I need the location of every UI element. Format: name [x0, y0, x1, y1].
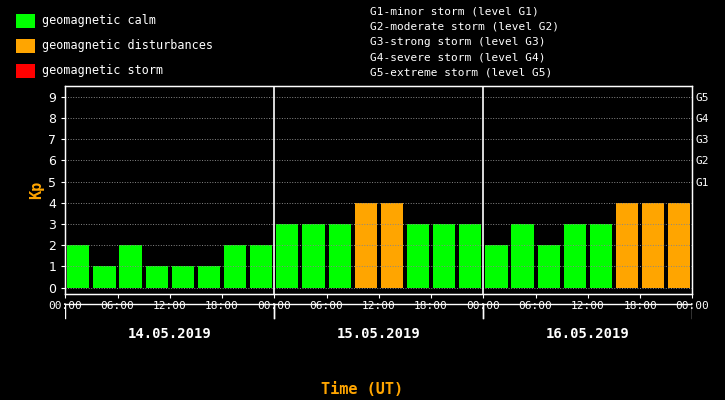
Bar — [537, 245, 560, 288]
Bar — [250, 245, 273, 288]
Bar — [328, 224, 351, 288]
Text: G4-severe storm (level G4): G4-severe storm (level G4) — [370, 52, 545, 62]
Bar — [94, 266, 115, 288]
Text: 14.05.2019: 14.05.2019 — [128, 328, 212, 342]
Y-axis label: Kp: Kp — [29, 181, 44, 199]
Text: G2-moderate storm (level G2): G2-moderate storm (level G2) — [370, 22, 559, 32]
Text: G3-strong storm (level G3): G3-strong storm (level G3) — [370, 37, 545, 47]
Text: geomagnetic storm: geomagnetic storm — [42, 64, 163, 77]
Text: 15.05.2019: 15.05.2019 — [337, 328, 420, 342]
Bar — [120, 245, 141, 288]
Bar — [563, 224, 586, 288]
Bar — [407, 224, 429, 288]
Bar — [198, 266, 220, 288]
Text: G5-extreme storm (level G5): G5-extreme storm (level G5) — [370, 67, 552, 77]
Bar — [485, 245, 508, 288]
Bar — [511, 224, 534, 288]
Text: geomagnetic disturbances: geomagnetic disturbances — [42, 39, 213, 52]
FancyBboxPatch shape — [16, 64, 35, 78]
Bar — [642, 203, 664, 288]
Bar — [172, 266, 194, 288]
Bar — [381, 203, 403, 288]
Bar — [302, 224, 325, 288]
FancyBboxPatch shape — [16, 39, 35, 53]
Bar — [355, 203, 377, 288]
Bar — [146, 266, 167, 288]
FancyBboxPatch shape — [16, 14, 35, 28]
Text: geomagnetic calm: geomagnetic calm — [42, 14, 156, 27]
Bar — [224, 245, 247, 288]
Bar — [67, 245, 89, 288]
Text: G1-minor storm (level G1): G1-minor storm (level G1) — [370, 7, 539, 17]
Bar — [459, 224, 481, 288]
Bar — [616, 203, 638, 288]
Bar — [276, 224, 299, 288]
Bar — [433, 224, 455, 288]
Text: 16.05.2019: 16.05.2019 — [546, 328, 630, 342]
Bar — [668, 203, 690, 288]
Text: Time (UT): Time (UT) — [321, 382, 404, 398]
Bar — [590, 224, 612, 288]
